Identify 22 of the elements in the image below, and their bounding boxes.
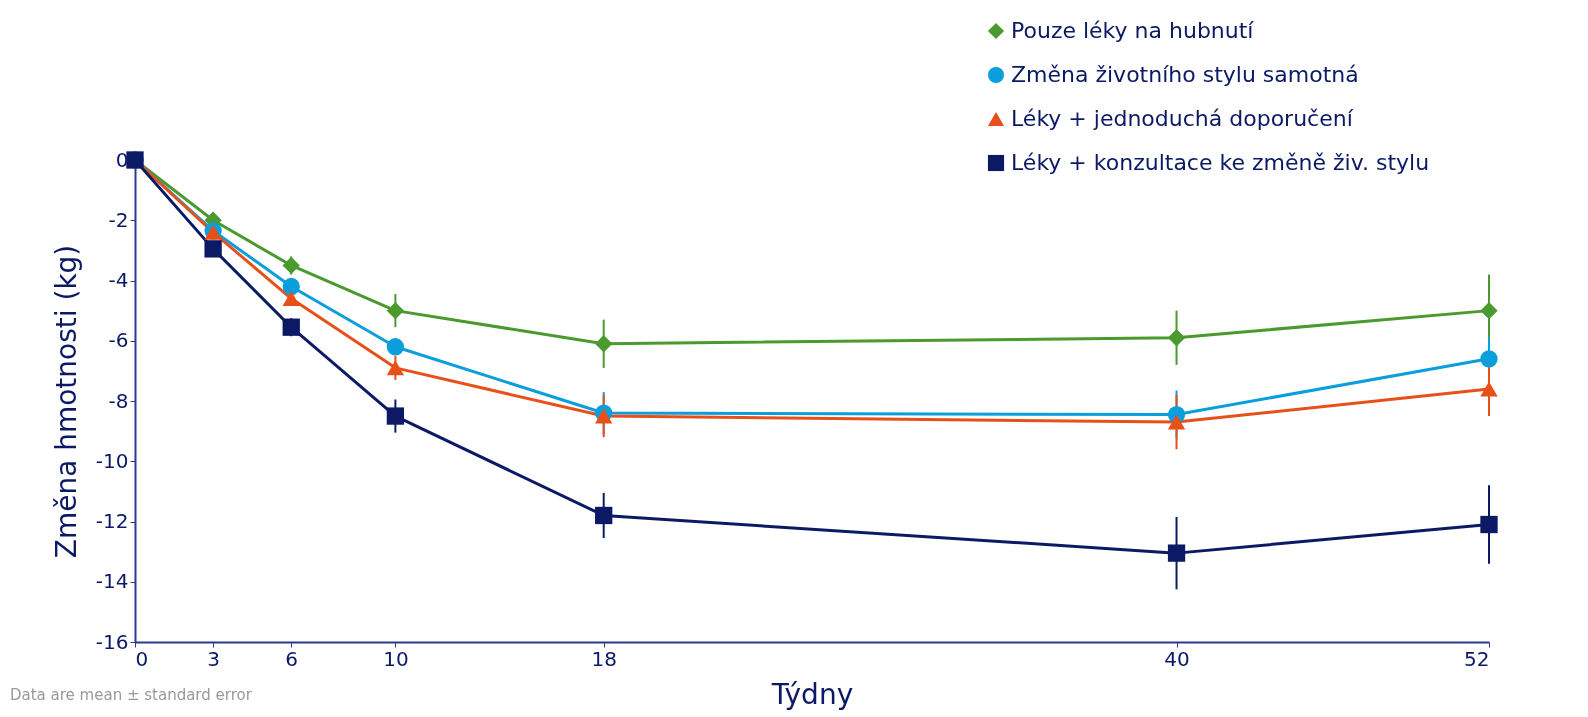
x-tick-label: 52	[1464, 646, 1490, 671]
y-tick-label: -16	[95, 629, 129, 654]
x-tick-label: 18	[591, 646, 617, 671]
legend-label: Léky + konzultace ke změně živ. stylu	[1011, 150, 1430, 175]
x-tick-label: 3	[207, 646, 220, 671]
x-tick-label: 40	[1164, 646, 1190, 671]
text: Data are mean ± standard error	[10, 686, 253, 704]
x-axis-title: Týdny	[770, 677, 854, 711]
y-axis-title: Změna hmotnosti (kg)	[49, 244, 83, 559]
legend-label: Změna životního stylu samotná	[1011, 62, 1359, 87]
y-tick-label: -8	[108, 388, 129, 413]
legend-label: Léky + jednoduchá doporučení	[1011, 106, 1354, 131]
y-tick-label: -2	[108, 207, 129, 232]
y-tick-label: -12	[95, 509, 129, 533]
legend-label: Pouze léky na hubnutí	[1011, 18, 1255, 43]
x-tick-label: 0	[135, 646, 149, 671]
x-tick-label: 10	[383, 646, 409, 671]
x-tick-label: 6	[285, 646, 299, 671]
y-tick-label: -4	[108, 268, 129, 292]
y-tick-label: -10	[95, 448, 129, 473]
y-tick-label: -6	[108, 328, 129, 353]
y-tick-label: -14	[95, 569, 129, 594]
